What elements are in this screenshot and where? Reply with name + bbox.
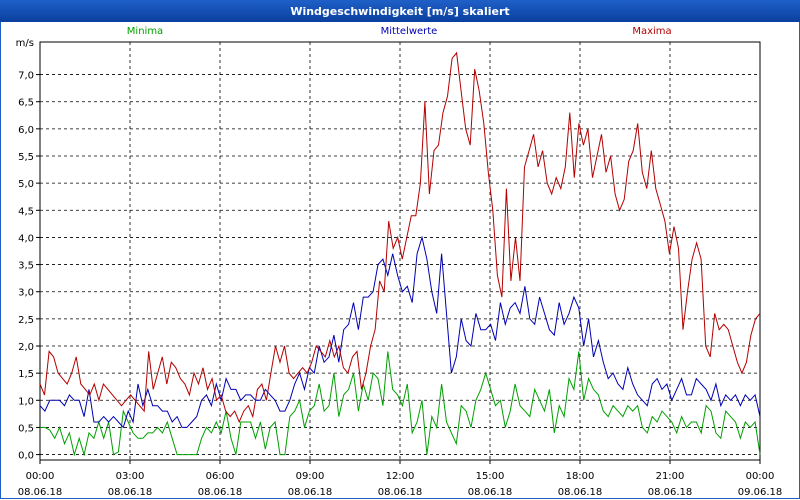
x-tick-time-label: 15:00 xyxy=(476,471,505,482)
y-tick-label: 6,5 xyxy=(18,98,34,109)
x-tick-date-label: 08.06.18 xyxy=(558,487,603,498)
y-tick-label: 0,5 xyxy=(18,423,34,434)
y-tick-label: 3,0 xyxy=(18,288,34,299)
x-tick-time-label: 09:00 xyxy=(296,471,325,482)
legend-maxima: Maxima xyxy=(632,26,671,37)
legend-mittelwerte: Mittelwerte xyxy=(381,26,438,37)
x-tick-time-label: 00:00 xyxy=(746,471,775,482)
x-tick-date-label: 08.06.18 xyxy=(198,487,243,498)
y-tick-label: 2,0 xyxy=(18,342,34,353)
x-tick-date-label: 08.06.18 xyxy=(648,487,693,498)
series-line-minima xyxy=(40,351,761,457)
y-tick-label: 4,5 xyxy=(18,206,34,217)
series-line-mittelwerte xyxy=(39,235,761,429)
y-tick-label: 1,0 xyxy=(18,396,34,407)
series-line-maxima xyxy=(39,51,761,424)
y-axis-label: m/s xyxy=(16,38,34,49)
x-tick-time-label: 06:00 xyxy=(206,471,235,482)
y-tick-label: 6,0 xyxy=(18,125,34,136)
chart-title-bar: Windgeschwindigkeit [m/s] skaliert xyxy=(0,0,800,22)
y-tick-label: 1,5 xyxy=(18,369,34,380)
y-tick-label: 4,0 xyxy=(18,233,34,244)
x-tick-date-label: 08.06.18 xyxy=(288,487,333,498)
y-tick-label: 5,0 xyxy=(18,179,34,190)
legend-minima: Minima xyxy=(127,26,163,37)
x-tick-time-label: 18:00 xyxy=(566,471,595,482)
x-tick-time-label: 03:00 xyxy=(116,471,145,482)
x-tick-date-label: 08.06.18 xyxy=(378,487,423,498)
y-tick-label: 5,5 xyxy=(18,152,34,163)
y-tick-label: 3,5 xyxy=(18,261,34,272)
chart-title: Windgeschwindigkeit [m/s] skaliert xyxy=(290,4,510,18)
y-tick-label: 2,5 xyxy=(18,315,34,326)
y-tick-label: 0,0 xyxy=(18,451,34,462)
x-tick-date-label: 08.06.18 xyxy=(18,487,63,498)
x-tick-time-label: 21:00 xyxy=(656,471,685,482)
x-tick-time-label: 00:00 xyxy=(26,471,55,482)
x-tick-time-label: 12:00 xyxy=(386,471,415,482)
x-tick-date-label: 08.06.18 xyxy=(468,487,513,498)
y-tick-label: 7,0 xyxy=(18,71,34,82)
x-tick-date-label: 09.06.18 xyxy=(738,487,783,498)
x-tick-date-label: 08.06.18 xyxy=(108,487,153,498)
